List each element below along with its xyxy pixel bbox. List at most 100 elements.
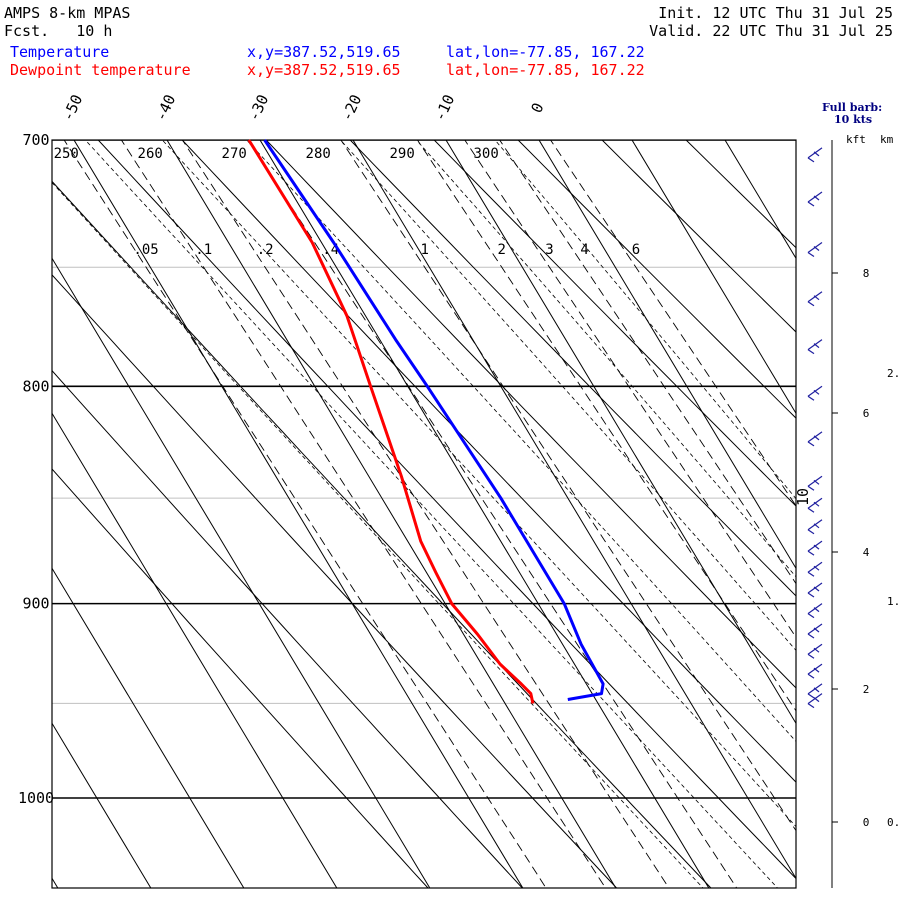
forecast-hour: Fcst. 10 h — [4, 22, 113, 40]
barb-note: Full barb: — [822, 101, 883, 114]
isotherm — [445, 140, 796, 725]
series-layer — [247, 139, 605, 704]
kft-label: kft — [846, 133, 866, 146]
kft-label: 8 — [863, 267, 870, 280]
wind-barb — [807, 683, 823, 699]
mixing-ratio-line — [550, 140, 796, 507]
temperature-tick-label: -20 — [338, 92, 366, 124]
wind-barb — [807, 385, 823, 401]
dry-adiabat — [52, 274, 618, 888]
isotherm — [52, 412, 338, 888]
isotherm — [52, 567, 245, 888]
mixing-ratio-line — [340, 140, 796, 832]
isotherm — [352, 140, 796, 880]
pressure-label: 900 — [22, 595, 49, 613]
isotherm — [52, 877, 59, 888]
side-label: 10 — [794, 488, 812, 506]
dry-adiabat — [52, 180, 712, 888]
isotherm — [52, 722, 152, 888]
mixing-ratio-line — [499, 140, 796, 585]
km-label: 0. — [887, 816, 900, 829]
wind-barb — [807, 147, 823, 163]
km-label: 2. — [887, 367, 900, 380]
dry-adiabat — [265, 140, 796, 689]
wind-barb — [807, 291, 823, 307]
wind-barb — [807, 663, 823, 679]
wind-barb-layer — [807, 147, 823, 709]
isotherm — [259, 140, 710, 888]
wind-barb — [807, 339, 823, 355]
moist-adiabat — [415, 140, 796, 578]
mixing-ratio-label: 4 — [580, 242, 588, 258]
dry-adiabat — [517, 140, 796, 419]
mixing-ratio-label: 2 — [498, 242, 506, 258]
moist-adiabat — [52, 182, 704, 888]
temperature-tick-label: -50 — [59, 92, 87, 124]
temperature-tick-label: 0 — [527, 100, 547, 116]
label-layer: .05.1.2.4123467008009001000-70-60-50-40-… — [18, 92, 900, 889]
temperature-legend: Temperature — [10, 43, 110, 61]
mixing-ratio-label: 1 — [420, 242, 428, 258]
mixing-ratio-label: .2 — [257, 242, 274, 258]
mixing-ratio-line — [464, 140, 796, 639]
init-time: Init. 12 UTC Thu 31 Jul 25 — [658, 4, 893, 22]
kft-label: 2 — [863, 683, 870, 696]
barb-note-value: 10 kts — [834, 113, 873, 126]
moist-adiabat — [84, 140, 779, 888]
mixing-ratio-line — [416, 140, 796, 712]
mixing-ratio-line — [63, 140, 547, 888]
dewpoint-line — [247, 139, 535, 704]
kft-label: 6 — [863, 407, 870, 420]
dewpoint-legend: Dewpoint temperature — [10, 61, 191, 79]
theta-label: 300 — [473, 146, 498, 162]
mixing-ratio-line — [247, 140, 738, 888]
grid-layer — [52, 140, 796, 888]
dry-adiabat — [97, 140, 796, 880]
theta-label: 250 — [54, 146, 79, 162]
theta-label: 270 — [222, 146, 247, 162]
temperature-latlon: lat,lon=-77.85, 167.22 — [446, 43, 645, 61]
wind-barb — [807, 191, 823, 207]
isotherm — [538, 140, 796, 570]
dry-adiabat — [52, 468, 429, 888]
kft-label: 4 — [863, 546, 870, 559]
theta-label: 280 — [306, 146, 331, 162]
pressure-label: 1000 — [18, 789, 54, 807]
kft-label: 0 — [863, 816, 870, 829]
dry-adiabat — [601, 140, 796, 333]
pressure-label: 800 — [22, 377, 49, 395]
temperature-tick-label: -10 — [431, 92, 459, 124]
plot-frame — [51, 139, 797, 889]
dewpoint-xy: x,y=387.52,519.65 — [247, 61, 401, 79]
valid-time: Valid. 22 UTC Thu 31 Jul 25 — [649, 22, 893, 40]
model-title: AMPS 8-km MPAS — [4, 4, 131, 22]
mixing-ratio-label: .1 — [195, 242, 212, 258]
isotherm — [52, 257, 431, 888]
mixing-ratio-label: 6 — [632, 242, 640, 258]
wind-barb — [807, 497, 823, 513]
theta-label: 290 — [390, 146, 415, 162]
wind-barb — [807, 693, 823, 709]
moist-adiabat — [494, 140, 796, 500]
moist-adiabat — [339, 140, 796, 651]
mixing-ratio-line — [181, 140, 670, 888]
isotherm — [631, 140, 796, 415]
wind-barb — [807, 519, 823, 535]
wind-barb — [807, 431, 823, 447]
wind-barb — [807, 242, 823, 257]
wind-barb — [807, 643, 823, 659]
moist-adiabat — [161, 140, 796, 828]
moist-adiabat — [246, 140, 796, 743]
theta-label: 260 — [138, 146, 163, 162]
km-label: 1. — [887, 595, 900, 608]
wind-barb — [807, 561, 823, 577]
isotherm — [724, 140, 796, 260]
pressure-label: 700 — [22, 131, 49, 149]
temperature-xy: x,y=387.52,519.65 — [247, 43, 401, 61]
wind-barb — [807, 475, 823, 491]
temperature-tick-label: -30 — [245, 92, 273, 124]
temperature-line — [263, 139, 605, 701]
dry-adiabat — [349, 140, 796, 597]
dry-adiabat — [52, 369, 523, 888]
